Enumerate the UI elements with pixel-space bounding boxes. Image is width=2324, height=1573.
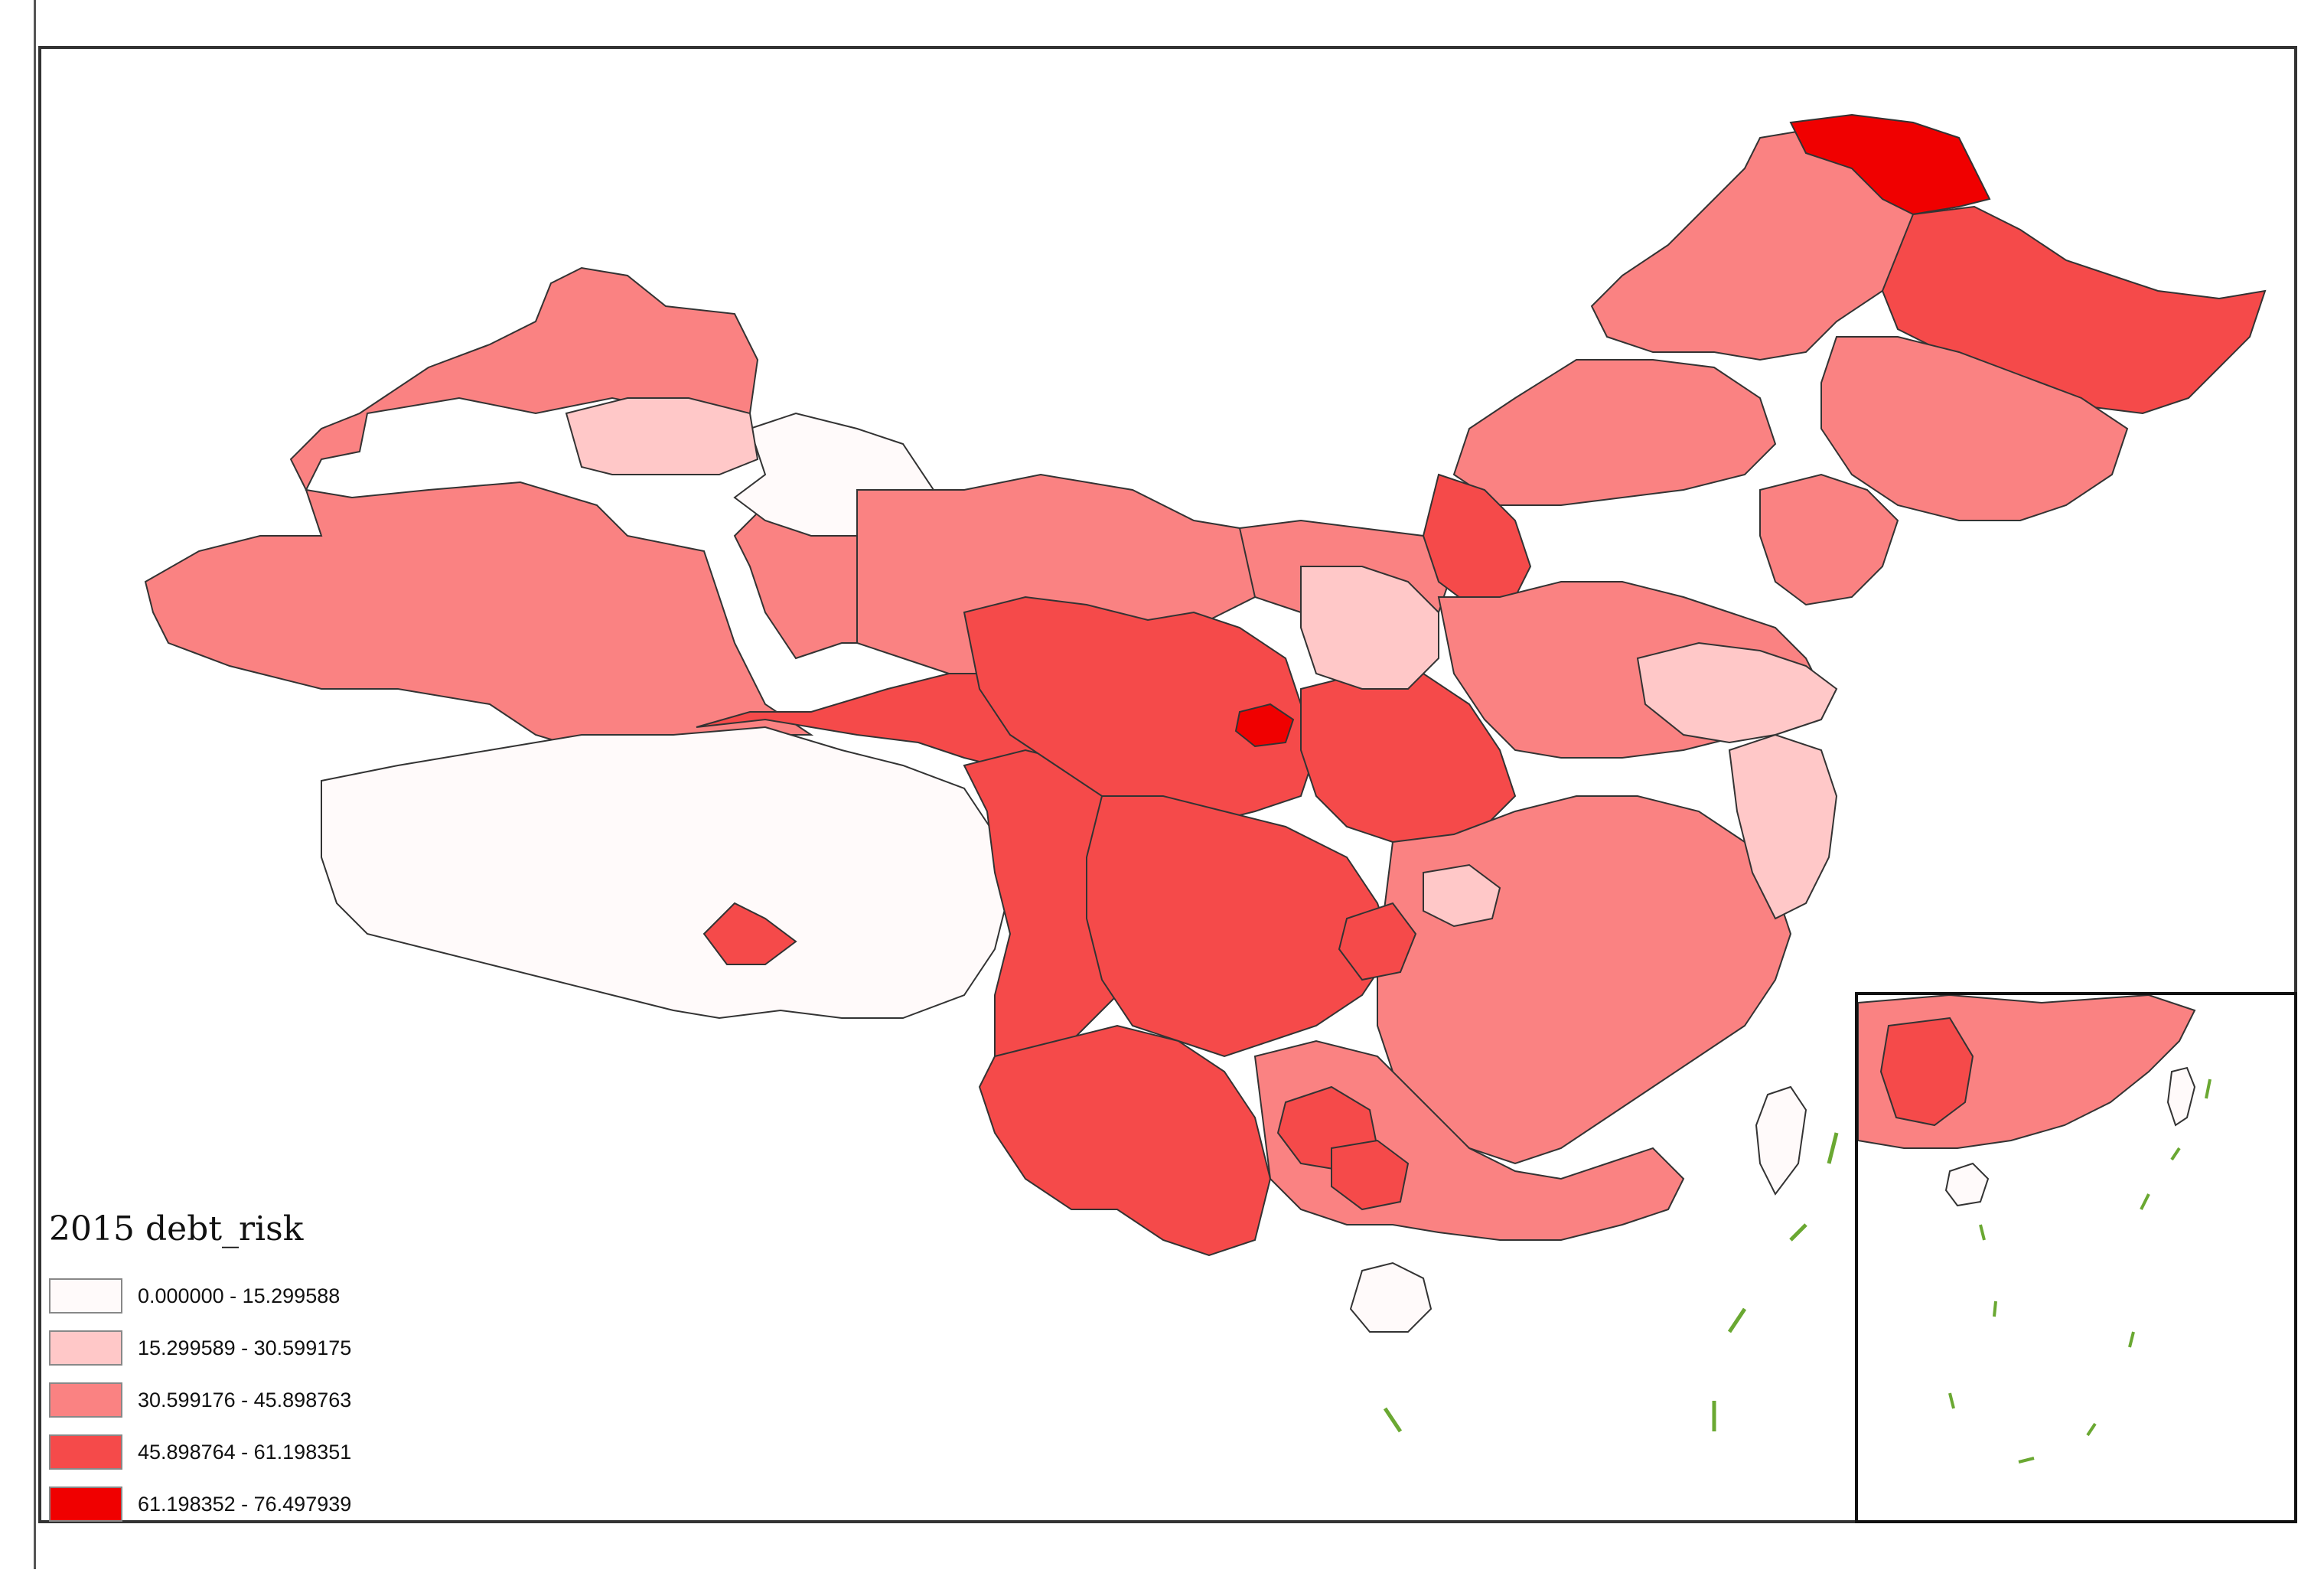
nine-dash-line [1383,1132,1839,1433]
legend-items: 0.000000 - 15.299588 15.299589 - 30.59917… [49,1270,447,1530]
south-china-sea-inset [1855,992,2297,1523]
legend-swatch [49,1382,122,1418]
region-hubei-light[interactable] [1423,863,1501,928]
region-sichuan[interactable] [1086,795,1394,1058]
legend-item: 0.000000 - 15.299588 [49,1270,447,1322]
region-xinjiang-light[interactable] [565,397,759,475]
region-yunnan[interactable] [978,1024,1272,1257]
inset-nine-dash-line [1948,1079,2212,1464]
region-chongqing-red[interactable] [1338,902,1417,981]
legend-item: 30.599176 - 45.898763 [49,1374,447,1426]
region-lhasa[interactable] [702,902,797,965]
map-legend: 2015 debt_risk 0.000000 - 15.299588 15.29… [49,1209,447,1530]
legend-label: 15.299589 - 30.599175 [138,1336,352,1359]
region-jilin[interactable] [1820,336,2129,521]
legend-item: 15.299589 - 30.599175 [49,1322,447,1374]
region-inner-mongolia-east[interactable] [1452,359,1777,506]
legend-item: 61.198352 - 76.497939 [49,1478,447,1530]
inset-taiwan [2166,1066,2196,1127]
legend-label: 0.000000 - 15.299588 [138,1284,341,1307]
outer-page-frame [34,0,2320,1569]
inset-region-red [1879,1017,1974,1127]
region-shanxi-light[interactable] [1300,566,1439,690]
region-guangdong-red[interactable] [1331,1139,1410,1211]
region-xinjiang-north[interactable] [144,266,814,759]
region-central-china[interactable] [1377,795,1792,1165]
region-jiangsu-zhejiang[interactable] [1728,733,1838,920]
region-hainan[interactable] [1349,1261,1433,1333]
region-ningxia[interactable] [1234,703,1295,748]
region-shandong-light[interactable] [1636,641,1838,744]
legend-label: 30.599176 - 45.898763 [138,1388,352,1411]
legend-title: 2015 debt_risk [49,1209,304,1248]
legend-label: 61.198352 - 76.497939 [138,1492,352,1516]
region-taiwan[interactable] [1755,1085,1807,1196]
legend-swatch [49,1434,122,1470]
region-mohe[interactable] [1789,113,1991,216]
inset-hainan [1944,1162,1990,1207]
legend-swatch [49,1278,122,1314]
legend-label: 45.898764 - 61.198351 [138,1440,352,1464]
legend-item: 45.898764 - 61.198351 [49,1426,447,1478]
legend-swatch [49,1487,122,1522]
inset-map [1858,995,2212,1464]
region-liaoning[interactable] [1759,473,1899,606]
region-tibet[interactable] [321,726,1012,1020]
legend-swatch [49,1330,122,1366]
